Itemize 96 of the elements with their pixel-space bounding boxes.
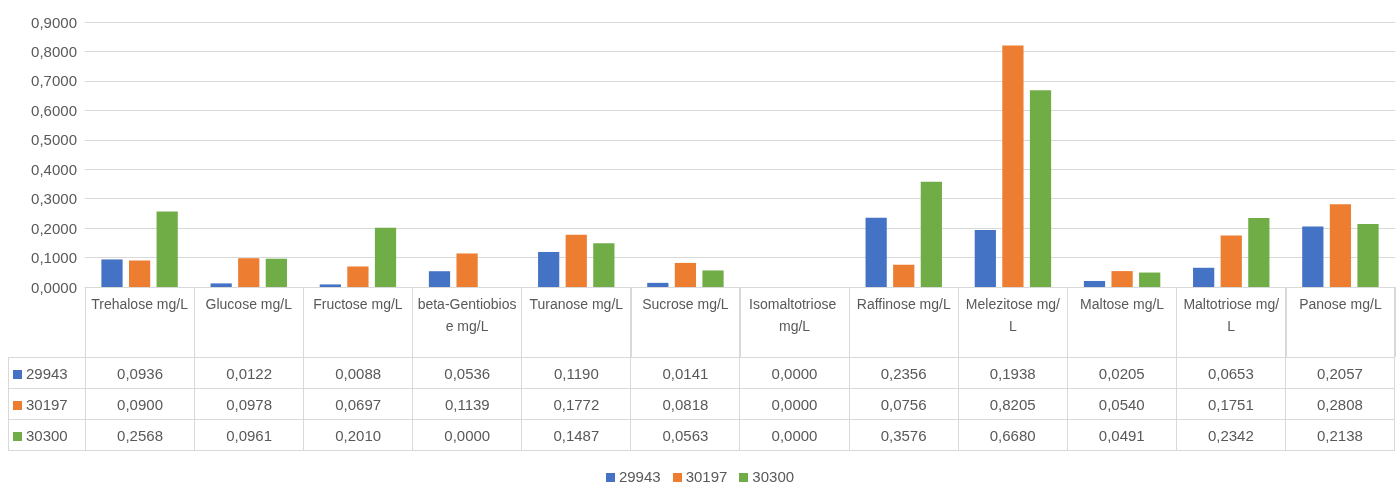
x-tick-label: Melezitose mg/L xyxy=(965,296,1061,334)
data-label: 0,0653 xyxy=(1176,357,1286,389)
data-label: 0,8205 xyxy=(958,388,1068,420)
x-tick-label: Maltotriose mg/L xyxy=(1183,296,1280,334)
data-label: 0,2808 xyxy=(1285,388,1395,420)
text: 29943 xyxy=(618,468,661,485)
data-label: 0,0563 xyxy=(630,419,740,451)
bar xyxy=(565,234,587,287)
bar xyxy=(128,260,151,287)
x-tick-label: Turanose mg/L xyxy=(529,296,624,312)
data-label: 0,6680 xyxy=(958,419,1068,451)
bar xyxy=(1329,204,1352,287)
bar xyxy=(1139,272,1161,287)
bar xyxy=(265,258,287,287)
data-label: 0,2138 xyxy=(1285,419,1395,451)
data-label: 0,0141 xyxy=(630,357,740,389)
bar xyxy=(347,266,369,287)
bar xyxy=(1248,218,1270,287)
data-label: 0,0756 xyxy=(849,388,959,420)
text: 30197 xyxy=(685,468,728,485)
data-label: 0,2342 xyxy=(1176,419,1286,451)
data-label: 0,0540 xyxy=(1067,388,1177,420)
data-label: 0,1751 xyxy=(1176,388,1286,420)
bar xyxy=(1302,226,1324,287)
bar xyxy=(974,229,996,287)
bar xyxy=(156,211,178,287)
data-label: 0,0088 xyxy=(303,357,413,389)
data-label: 0,0900 xyxy=(85,388,195,420)
legend-label: 30300 xyxy=(8,419,86,451)
bar xyxy=(893,264,915,287)
y-tick-label: 0,9000 xyxy=(31,13,77,31)
y-tick-label: 0,0000 xyxy=(31,278,77,296)
data-label: 0,0978 xyxy=(194,388,304,420)
y-tick-label: 0,2000 xyxy=(31,219,77,237)
bar xyxy=(1193,267,1215,287)
x-tick-label: Fructose mg/L xyxy=(313,296,403,312)
bar xyxy=(1002,45,1024,287)
data-label: 0,0818 xyxy=(630,388,740,420)
bar xyxy=(674,262,697,287)
bar xyxy=(1111,271,1133,287)
bar xyxy=(374,227,397,287)
data-label: 0,0697 xyxy=(303,388,413,420)
data-label: 0,2356 xyxy=(849,357,959,389)
data-label: 0,2057 xyxy=(1285,357,1395,389)
bar xyxy=(210,283,232,287)
y-tick-label: 0,4000 xyxy=(31,160,77,178)
data-label: 0,0000 xyxy=(739,357,850,389)
bar xyxy=(702,270,724,287)
data-label: 0,1190 xyxy=(521,357,631,389)
bar xyxy=(238,258,260,287)
x-tick-label: Raffinose mg/L xyxy=(856,296,951,312)
y-tick-label: 0,6000 xyxy=(31,101,77,119)
y-tick-label: 0,1000 xyxy=(31,249,77,267)
x-tick-label: Isomaltotriose mg/L xyxy=(749,296,841,334)
x-tick-label: Maltose mg/L xyxy=(1080,296,1165,312)
bar xyxy=(647,282,669,287)
data-label: 0,0000 xyxy=(412,419,522,451)
data-label: 0,0491 xyxy=(1067,419,1177,451)
y-tick-label: 0,8000 xyxy=(31,42,77,60)
legend-label: 29943 xyxy=(8,357,86,389)
x-tick-label: beta-Gentiobiose mg/L xyxy=(417,296,517,334)
legend-label: 30197 xyxy=(8,388,86,420)
data-label: 0,2568 xyxy=(85,419,195,451)
bar xyxy=(1083,280,1106,287)
y-tick-label: 0,7000 xyxy=(31,72,77,90)
data-label: 0,0205 xyxy=(1067,357,1177,389)
x-tick-label: Trehalose mg/L xyxy=(91,296,189,312)
y-tick-label: 0,3000 xyxy=(31,190,77,208)
bar xyxy=(428,271,451,287)
data-label: 0,2010 xyxy=(303,419,413,451)
data-label: 0,1487 xyxy=(521,419,631,451)
data-label: 0,1938 xyxy=(958,357,1068,389)
text: 30300 xyxy=(752,468,795,485)
bar xyxy=(920,181,942,287)
x-tick-label: Panose mg/L xyxy=(1299,296,1382,312)
data-label: 0,0000 xyxy=(739,388,850,420)
data-label: 0,0936 xyxy=(85,357,195,389)
x-tick-label: Sucrose mg/L xyxy=(642,296,729,312)
bar xyxy=(538,251,560,287)
bar xyxy=(1029,90,1052,287)
data-label: 0,0000 xyxy=(739,419,850,451)
y-tick-label: 0,5000 xyxy=(31,131,77,149)
bar xyxy=(865,217,887,287)
bar xyxy=(1220,235,1242,287)
bar xyxy=(593,243,615,287)
x-tick-label: Glucose mg/L xyxy=(205,296,293,312)
data-label: 0,1139 xyxy=(412,388,522,420)
bar xyxy=(456,253,478,287)
bar xyxy=(319,284,341,287)
data-label: 0,0961 xyxy=(194,419,304,451)
data-label: 0,0122 xyxy=(194,357,304,389)
data-label: 0,0536 xyxy=(412,357,522,389)
bar xyxy=(1357,224,1379,287)
data-label: 0,3576 xyxy=(849,419,959,451)
bar xyxy=(101,259,123,287)
data-label: 0,1772 xyxy=(521,388,631,420)
